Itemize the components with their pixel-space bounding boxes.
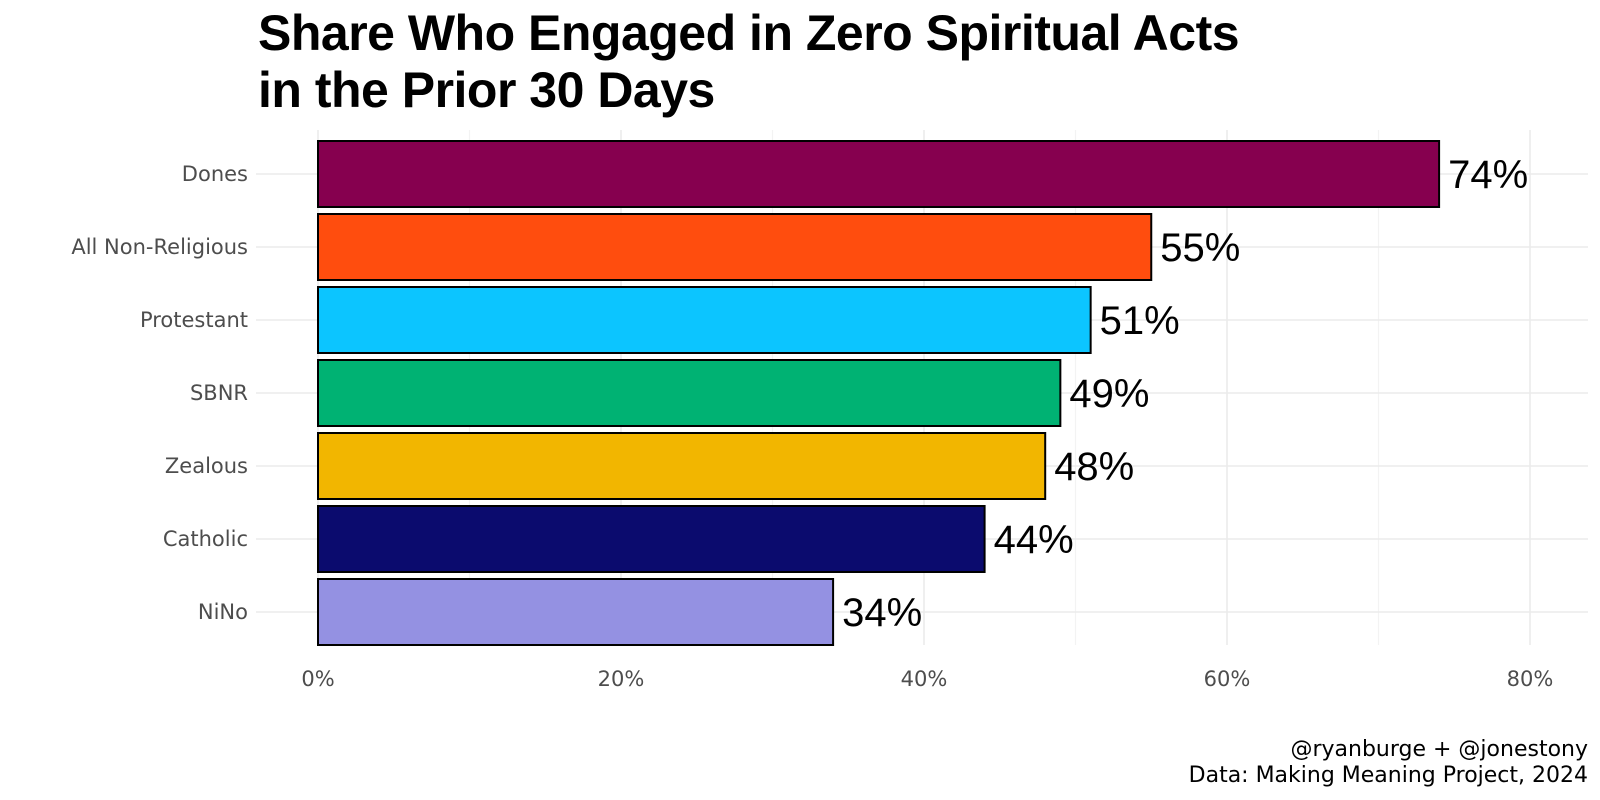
data-label-all-non-religious: 55% [1160,226,1240,270]
category-label-catholic: Catholic [163,527,248,551]
category-label-sbnr: SBNR [190,381,248,405]
chart-title-line-2: in the Prior 30 Days [258,62,715,118]
data-label-nino: 34% [842,591,922,635]
x-tick-label: 40% [901,667,948,691]
data-label-catholic: 44% [994,518,1074,562]
caption-line-1: @ryanburge + @jonestony [1290,737,1588,762]
x-tick-label: 60% [1204,667,1251,691]
bar-sbnr [317,359,1062,427]
x-axis-tick-labels: 0% 20% 40% 60% 80% [301,667,1553,691]
data-label-sbnr: 49% [1069,372,1149,416]
data-label-zealous: 48% [1054,445,1134,489]
category-labels: Dones All Non-Religious Protestant SBNR Zeal… [71,162,248,624]
category-label-zealous: Zealous [165,454,248,478]
bars [317,140,1441,646]
x-tick-label: 20% [598,667,645,691]
category-label-all-non-religious: All Non-Religious [71,235,248,259]
bar-catholic [317,505,986,573]
data-label-dones: 74% [1448,153,1528,197]
category-label-dones: Dones [182,162,248,186]
x-tick-label: 80% [1507,667,1554,691]
bar-zealous [317,432,1047,500]
bar-protestant [317,286,1092,354]
bar-dones [317,140,1441,208]
data-label-protestant: 51% [1100,299,1180,343]
category-label-nino: NiNo [198,600,248,624]
category-label-protestant: Protestant [140,308,248,332]
bar-all-non-religious [317,213,1153,281]
data-labels: 74% 55% 51% 49% 48% 44% 34% [842,153,1528,635]
bar-nino [317,578,835,646]
chart-title-line-1: Share Who Engaged in Zero Spiritual Acts [258,5,1239,61]
x-tick-label: 0% [301,667,334,691]
caption-line-2: Data: Making Meaning Project, 2024 [1189,763,1588,788]
